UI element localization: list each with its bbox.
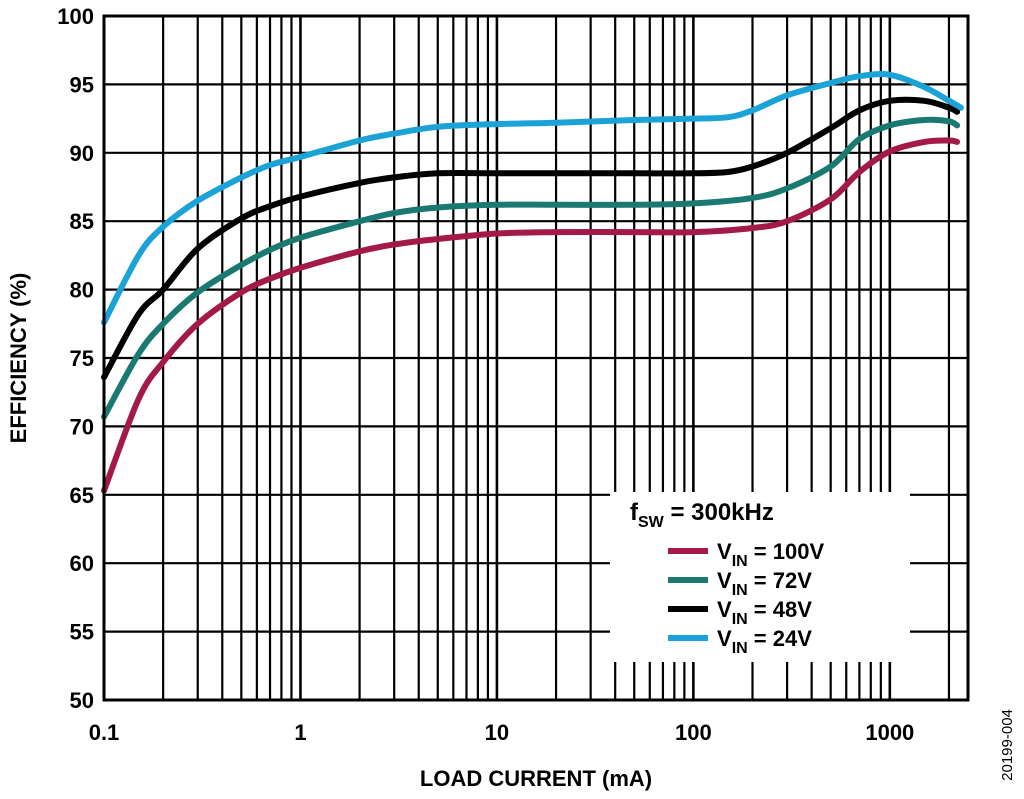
legend-item: VIN = 48V [668, 597, 812, 628]
legend-label: VIN = 72V [717, 568, 812, 599]
x-tick-label: 100 [675, 720, 712, 745]
x-tick-label: 1000 [865, 720, 914, 745]
legend-title: fSW = 300kHz [630, 499, 774, 531]
x-axis-label: LOAD CURRENT (mA) [420, 766, 652, 791]
x-tick-label: 1 [294, 720, 306, 745]
plot-frame [102, 14, 970, 702]
y-tick-labels: 50 55 60 65 70 75 80 85 90 95 100 [57, 4, 94, 713]
y-tick-label: 50 [70, 688, 94, 713]
y-tick-label: 90 [70, 141, 94, 166]
legend-background [610, 492, 910, 662]
y-tick-label: 55 [70, 620, 94, 645]
x-tick-labels: 0.1 1 10 100 1000 [89, 720, 915, 745]
legend-item: VIN = 72V [668, 568, 812, 599]
series-layer [101, 71, 964, 494]
y-tick-label: 70 [70, 414, 94, 439]
legend-label: VIN = 100V [717, 539, 824, 570]
legend-title-main: f [630, 499, 639, 526]
x-tick-label: 10 [485, 720, 509, 745]
figure-code: 20199-004 [999, 709, 1016, 781]
series-line-3 [101, 71, 964, 326]
x-tick-label: 0.1 [89, 720, 120, 745]
legend-title-sub: SW [638, 514, 665, 531]
y-tick-label: 60 [70, 551, 94, 576]
legend-item: VIN = 100V [668, 539, 824, 570]
legend-item: VIN = 24V [668, 626, 812, 657]
series-line-0 [101, 137, 961, 494]
y-tick-label: 85 [70, 209, 94, 234]
y-tick-label: 80 [70, 278, 94, 303]
y-tick-label: 65 [70, 483, 94, 508]
y-axis-label: EFFICIENCY (%) [6, 273, 31, 444]
y-tick-label: 100 [57, 4, 94, 29]
y-tick-label: 75 [70, 346, 94, 371]
legend-title-rest: = 300kHz [664, 499, 774, 526]
y-tick-label: 95 [70, 72, 94, 97]
series-line-2 [101, 96, 961, 381]
legend-label: VIN = 48V [717, 597, 812, 628]
legend-label: VIN = 24V [717, 626, 812, 657]
legend-box [610, 492, 910, 662]
series-line-1 [101, 116, 961, 420]
